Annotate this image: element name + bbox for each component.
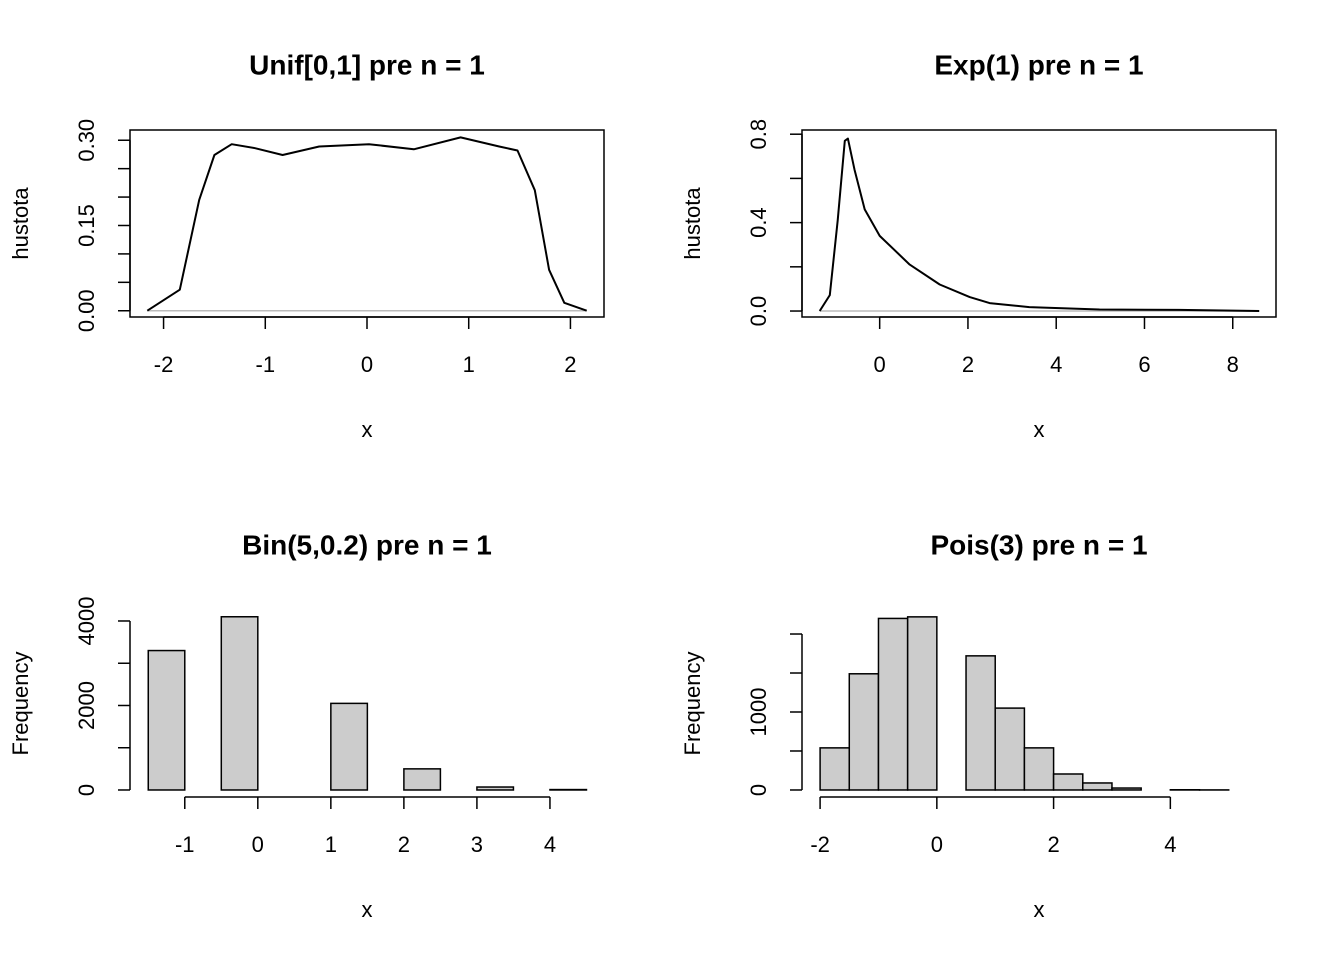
bar bbox=[330, 702, 369, 791]
x-tick-label: 4 bbox=[544, 832, 556, 857]
y-tick-label: 4000 bbox=[74, 597, 99, 646]
x-tick-label: 3 bbox=[471, 832, 483, 857]
plot-box bbox=[129, 129, 605, 318]
x-tick-label: 0 bbox=[361, 352, 373, 377]
y-axis-label: hustota bbox=[680, 187, 705, 260]
bar bbox=[1082, 782, 1113, 791]
y-axis-label: Frequency bbox=[8, 652, 33, 756]
x-tick-label: 2 bbox=[962, 352, 974, 377]
chart-title: Bin(5,0.2) pre n = 1 bbox=[242, 529, 492, 560]
y-tick-label: 1000 bbox=[746, 688, 771, 737]
x-tick-label: 1 bbox=[463, 352, 475, 377]
y-tick-label: 2000 bbox=[74, 681, 99, 730]
y-axis-label: hustota bbox=[8, 187, 33, 260]
x-tick-label: 4 bbox=[1164, 832, 1176, 857]
bar bbox=[476, 786, 515, 791]
x-tick-label: 1 bbox=[325, 832, 337, 857]
bar bbox=[220, 616, 259, 791]
x-axis-label: x bbox=[1034, 417, 1045, 442]
x-tick-label: 8 bbox=[1227, 352, 1239, 377]
bar bbox=[848, 673, 880, 791]
chart-title: Pois(3) pre n = 1 bbox=[930, 529, 1147, 560]
x-axis-label: x bbox=[1034, 897, 1045, 922]
x-tick-label: 6 bbox=[1138, 352, 1150, 377]
x-tick-label: 2 bbox=[564, 352, 576, 377]
bar bbox=[906, 616, 938, 791]
bar bbox=[819, 747, 851, 791]
density-line bbox=[146, 136, 588, 312]
chart-title: Exp(1) pre n = 1 bbox=[934, 49, 1143, 80]
x-tick-label: 0 bbox=[874, 352, 886, 377]
y-axis-label: Frequency bbox=[680, 652, 705, 756]
x-tick-label: 2 bbox=[398, 832, 410, 857]
bar bbox=[965, 655, 996, 791]
y-tick-label: 0.0 bbox=[746, 296, 771, 327]
y-tick-label: 0.8 bbox=[746, 119, 771, 150]
bar bbox=[147, 649, 186, 791]
density-line bbox=[818, 137, 1260, 312]
bar bbox=[1111, 787, 1142, 791]
x-tick-label: -1 bbox=[256, 352, 276, 377]
x-tick-label: -2 bbox=[810, 832, 830, 857]
x-tick-label: 2 bbox=[1047, 832, 1059, 857]
bar bbox=[1023, 747, 1055, 791]
x-tick-label: -2 bbox=[154, 352, 174, 377]
x-tick-label: 0 bbox=[931, 832, 943, 857]
y-tick-label: 0.15 bbox=[74, 204, 99, 247]
chart-title: Unif[0,1] pre n = 1 bbox=[249, 49, 485, 80]
y-tick-label: 0.30 bbox=[74, 119, 99, 162]
x-tick-label: -1 bbox=[175, 832, 195, 857]
y-tick-label: 0 bbox=[74, 784, 99, 796]
y-tick-label: 0.00 bbox=[74, 289, 99, 332]
x-tick-label: 4 bbox=[1050, 352, 1062, 377]
x-axis-label: x bbox=[362, 417, 373, 442]
bar bbox=[994, 707, 1026, 791]
x-tick-label: 0 bbox=[252, 832, 264, 857]
y-tick-label: 0.4 bbox=[746, 207, 771, 238]
bar bbox=[877, 617, 909, 791]
bar bbox=[1052, 773, 1084, 791]
y-tick-label: 0 bbox=[746, 784, 771, 796]
x-axis-label: x bbox=[362, 897, 373, 922]
bar bbox=[403, 768, 442, 791]
